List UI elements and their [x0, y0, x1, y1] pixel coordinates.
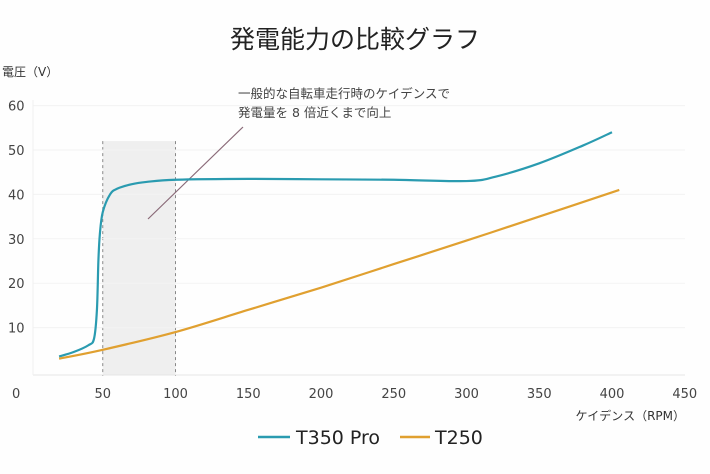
annotation-leader [147, 126, 244, 220]
x-axis-label: ケイデンス（RPM） [576, 408, 685, 423]
x-tick-label: 300 [454, 387, 479, 402]
y-tick-label: 40 [8, 188, 25, 203]
x-tick-label: 350 [527, 387, 552, 402]
series-line-t250 [58, 188, 620, 360]
y-tick-label: 20 [8, 277, 25, 292]
x-tick-label: 400 [600, 387, 625, 402]
x-tick-label: 100 [163, 387, 188, 402]
annotation-line-2: 発電量を 8 倍近くまで向上 [238, 105, 391, 120]
x-tick-label: 50 [94, 387, 111, 402]
y-tick-label: 50 [8, 144, 25, 159]
x-tick-label: 150 [236, 387, 261, 402]
annotation-line-1: 一般的な自転車走行時のケイデンスで [238, 86, 450, 101]
x-tick-label: 450 [672, 387, 697, 402]
x-tick-label: 250 [381, 387, 406, 402]
y-tick-label: 60 [8, 100, 25, 115]
y-tick-label: 30 [8, 233, 25, 248]
chart-title: 発電能力の比較グラフ [230, 25, 480, 54]
y-tick-label: 10 [8, 322, 25, 337]
highlight-band [102, 141, 176, 375]
legend-label-t250: T250 [434, 427, 483, 449]
series-line-t350pro [58, 131, 613, 358]
x-tick-label: 200 [309, 387, 334, 402]
x-tick-label: 0 [12, 387, 20, 402]
legend-label-t350pro: T350 Pro [295, 427, 380, 449]
y-axis-label: 電圧（V） [2, 65, 58, 79]
legend: T350 Pro T250 [258, 427, 483, 449]
